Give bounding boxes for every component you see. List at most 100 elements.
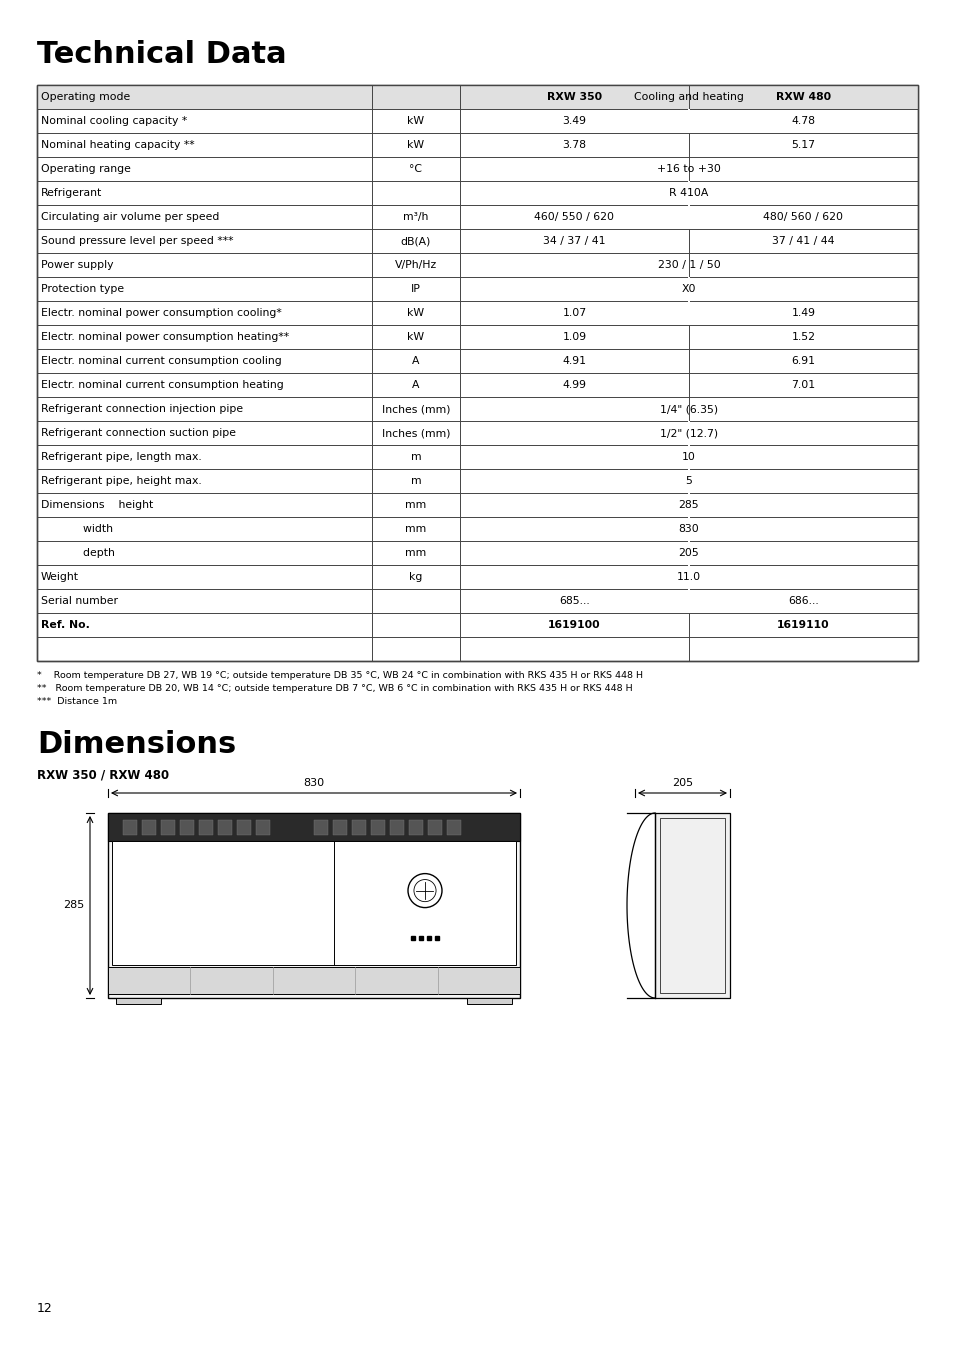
Text: 285: 285 bbox=[63, 900, 84, 910]
Bar bbox=[687, 566, 689, 589]
Text: Technical Data: Technical Data bbox=[37, 40, 286, 69]
Bar bbox=[161, 819, 174, 836]
Text: mm: mm bbox=[405, 548, 426, 558]
Text: Refrigerant pipe, length max.: Refrigerant pipe, length max. bbox=[41, 452, 201, 462]
Text: 37 / 41 / 44: 37 / 41 / 44 bbox=[771, 236, 834, 246]
Text: mm: mm bbox=[405, 500, 426, 510]
Text: 285: 285 bbox=[678, 500, 699, 510]
Text: 5: 5 bbox=[685, 477, 692, 486]
Text: Nominal heating capacity **: Nominal heating capacity ** bbox=[41, 140, 194, 150]
Text: A: A bbox=[412, 379, 419, 390]
Text: Protection type: Protection type bbox=[41, 284, 124, 294]
Text: Refrigerant connection suction pipe: Refrigerant connection suction pipe bbox=[41, 428, 235, 437]
Text: kW: kW bbox=[407, 140, 424, 150]
Bar bbox=[687, 446, 689, 468]
Bar bbox=[371, 819, 385, 836]
Text: 1.09: 1.09 bbox=[561, 332, 586, 342]
Text: 4.91: 4.91 bbox=[562, 356, 586, 366]
Bar bbox=[687, 421, 689, 446]
Text: 205: 205 bbox=[678, 548, 699, 558]
Text: 1/4" (6.35): 1/4" (6.35) bbox=[659, 404, 718, 414]
Text: 12: 12 bbox=[37, 1301, 52, 1315]
Text: Cooling and heating: Cooling and heating bbox=[634, 92, 743, 103]
Text: RXW 480: RXW 480 bbox=[775, 92, 830, 103]
Text: Electr. nominal current consumption heating: Electr. nominal current consumption heat… bbox=[41, 379, 283, 390]
Text: Electr. nominal current consumption cooling: Electr. nominal current consumption cool… bbox=[41, 356, 281, 366]
Text: Operating mode: Operating mode bbox=[41, 92, 131, 103]
Text: 10: 10 bbox=[681, 452, 695, 462]
Bar bbox=[352, 819, 366, 836]
Text: 1619100: 1619100 bbox=[548, 620, 600, 630]
Bar bbox=[142, 819, 156, 836]
Text: kg: kg bbox=[409, 572, 422, 582]
Text: 7.01: 7.01 bbox=[791, 379, 815, 390]
Text: RXW 350: RXW 350 bbox=[546, 92, 601, 103]
Text: R 410A: R 410A bbox=[669, 188, 708, 198]
Bar bbox=[467, 998, 512, 1004]
Text: kW: kW bbox=[407, 332, 424, 342]
Bar bbox=[687, 277, 689, 301]
Bar bbox=[687, 109, 689, 134]
Text: 34 / 37 / 41: 34 / 37 / 41 bbox=[542, 236, 605, 246]
Text: 1.07: 1.07 bbox=[561, 308, 586, 319]
Bar bbox=[314, 819, 328, 836]
Text: kW: kW bbox=[407, 308, 424, 319]
Bar bbox=[390, 819, 403, 836]
Text: Nominal cooling capacity *: Nominal cooling capacity * bbox=[41, 116, 187, 126]
Text: 11.0: 11.0 bbox=[677, 572, 700, 582]
Text: 480/ 560 / 620: 480/ 560 / 620 bbox=[762, 212, 842, 221]
Text: 3.49: 3.49 bbox=[562, 116, 586, 126]
Text: 230 / 1 / 50: 230 / 1 / 50 bbox=[657, 261, 720, 270]
Text: Serial number: Serial number bbox=[41, 595, 118, 606]
Text: IP: IP bbox=[411, 284, 420, 294]
Bar bbox=[687, 205, 689, 230]
Text: +16 to +30: +16 to +30 bbox=[657, 163, 720, 174]
Bar bbox=[655, 813, 729, 998]
Text: Ref. No.: Ref. No. bbox=[41, 620, 90, 630]
Bar bbox=[37, 85, 917, 661]
Text: Refrigerant: Refrigerant bbox=[41, 188, 102, 198]
Text: m³/h: m³/h bbox=[403, 212, 428, 221]
Bar bbox=[687, 517, 689, 541]
Text: dB(A): dB(A) bbox=[400, 236, 431, 246]
Bar bbox=[687, 493, 689, 517]
Bar bbox=[255, 819, 270, 836]
Text: 5.17: 5.17 bbox=[791, 140, 815, 150]
Bar bbox=[108, 813, 519, 998]
Text: 830: 830 bbox=[678, 524, 699, 535]
Text: *    Room temperature DB 27, WB 19 °C; outside temperature DB 35 °C, WB 24 °C in: * Room temperature DB 27, WB 19 °C; outs… bbox=[37, 671, 642, 680]
Bar bbox=[659, 818, 724, 994]
Text: m: m bbox=[410, 452, 420, 462]
Bar bbox=[687, 181, 689, 205]
Text: Refrigerant connection injection pipe: Refrigerant connection injection pipe bbox=[41, 404, 243, 414]
Text: Refrigerant pipe, height max.: Refrigerant pipe, height max. bbox=[41, 477, 201, 486]
Bar bbox=[687, 541, 689, 566]
Bar bbox=[218, 819, 232, 836]
Text: Circulating air volume per speed: Circulating air volume per speed bbox=[41, 212, 219, 221]
Bar bbox=[112, 841, 516, 965]
Text: Electr. nominal power consumption heating**: Electr. nominal power consumption heatin… bbox=[41, 332, 289, 342]
Bar bbox=[199, 819, 213, 836]
Text: **   Room temperature DB 20, WB 14 °C; outside temperature DB 7 °C, WB 6 °C in c: ** Room temperature DB 20, WB 14 °C; out… bbox=[37, 684, 632, 693]
Text: 460/ 550 / 620: 460/ 550 / 620 bbox=[534, 212, 614, 221]
Bar bbox=[180, 819, 193, 836]
Text: ***  Distance 1m: *** Distance 1m bbox=[37, 697, 117, 706]
Bar bbox=[333, 819, 347, 836]
Text: °C: °C bbox=[409, 163, 422, 174]
Bar bbox=[108, 967, 519, 994]
Text: Inches (mm): Inches (mm) bbox=[381, 428, 450, 437]
Text: 1619110: 1619110 bbox=[777, 620, 829, 630]
Text: depth: depth bbox=[41, 548, 114, 558]
Bar bbox=[37, 85, 917, 661]
Text: 1/2" (12.7): 1/2" (12.7) bbox=[659, 428, 718, 437]
Text: Operating range: Operating range bbox=[41, 163, 131, 174]
Text: 1.49: 1.49 bbox=[791, 308, 815, 319]
Text: V/Ph/Hz: V/Ph/Hz bbox=[395, 261, 436, 270]
Bar bbox=[108, 813, 519, 841]
Text: width: width bbox=[41, 524, 112, 535]
Text: X0: X0 bbox=[681, 284, 696, 294]
Bar bbox=[409, 819, 422, 836]
Text: 685...: 685... bbox=[558, 595, 589, 606]
Text: Dimensions: Dimensions bbox=[37, 730, 236, 759]
Text: Sound pressure level per speed ***: Sound pressure level per speed *** bbox=[41, 236, 233, 246]
